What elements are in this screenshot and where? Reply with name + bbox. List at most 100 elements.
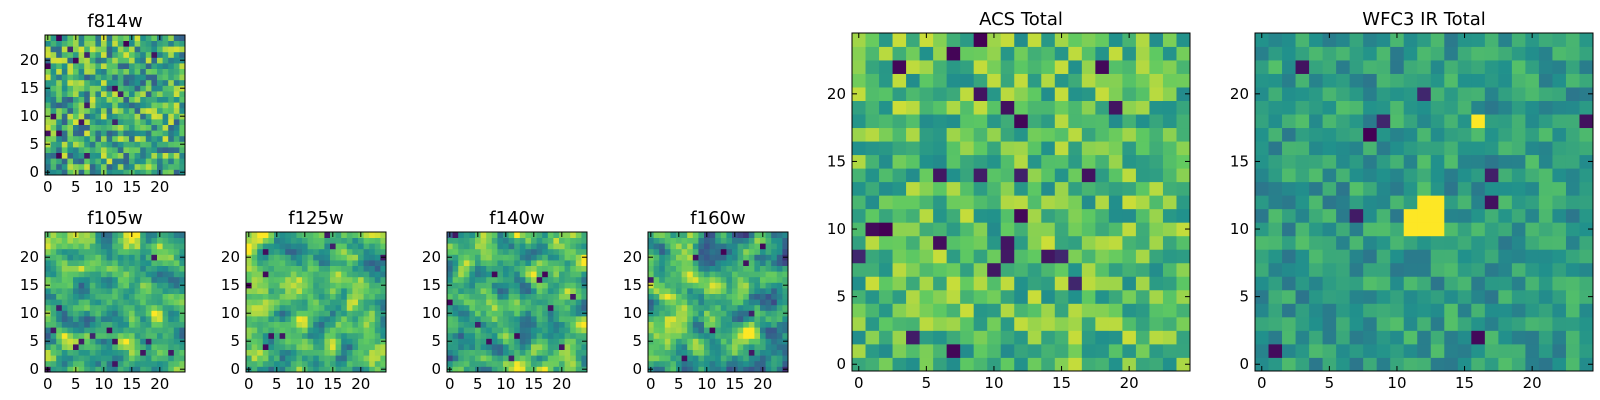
heatmap-cell	[1390, 343, 1405, 358]
heatmap-cell	[782, 355, 789, 362]
heatmap-cell	[257, 271, 264, 278]
heatmap-cell	[78, 68, 85, 75]
heatmap-cell	[279, 237, 286, 244]
heatmap-cell	[906, 154, 920, 169]
heatmap-cell	[687, 265, 694, 272]
heatmap-cell	[168, 152, 175, 159]
heatmap-cell	[771, 288, 778, 294]
heatmap-cell	[45, 51, 51, 58]
heatmap-cell	[514, 260, 521, 266]
heatmap-cell	[61, 260, 68, 266]
heatmap-cell	[973, 154, 988, 169]
heatmap-cell	[575, 260, 582, 266]
heatmap-cell	[503, 288, 509, 294]
heatmap-cell	[503, 304, 509, 311]
heatmap-cell	[743, 271, 750, 278]
heatmap-cell	[123, 366, 130, 373]
heatmap-cell	[95, 282, 102, 289]
heatmap-cell	[296, 327, 303, 334]
heatmap-cell	[151, 316, 158, 322]
heatmap-cell	[1390, 262, 1405, 277]
heatmap-cell	[274, 271, 280, 278]
heatmap-cell	[257, 316, 264, 322]
heatmap-cell	[906, 330, 920, 345]
heatmap-cell	[162, 147, 169, 153]
heatmap-cell	[1403, 208, 1418, 223]
heatmap-cell	[1122, 316, 1137, 331]
heatmap-cell	[704, 237, 710, 244]
heatmap-cell	[1376, 127, 1391, 142]
heatmap-cell	[257, 288, 264, 294]
heatmap-cell	[363, 243, 370, 250]
heatmap-cell	[1390, 357, 1405, 372]
heatmap-cell	[78, 119, 85, 125]
heatmap-cell	[1457, 195, 1472, 210]
heatmap-cell	[1268, 303, 1283, 318]
heatmap-cell	[681, 260, 688, 266]
heatmap-cell	[296, 344, 303, 350]
heatmap-cell	[140, 243, 147, 250]
heatmap-cell	[1041, 33, 1056, 47]
x-tick-label: 15	[323, 375, 342, 393]
heatmap-cell	[892, 127, 907, 142]
heatmap-cell	[1255, 87, 1269, 101]
heatmap-cell	[1430, 168, 1445, 183]
heatmap-cell	[447, 271, 453, 278]
heatmap-cell	[157, 237, 163, 244]
heatmap-cell	[89, 248, 96, 255]
x-tick-label: 20	[1120, 374, 1139, 392]
heatmap-cell	[737, 282, 744, 289]
heatmap-cell	[274, 248, 280, 255]
heatmap-cell	[709, 316, 716, 322]
heatmap-cell	[330, 299, 336, 306]
heatmap-cell	[151, 91, 158, 97]
heatmap-cell	[1552, 357, 1567, 372]
heatmap-cell	[123, 124, 130, 131]
heatmap-cell	[1027, 181, 1042, 196]
heatmap-cell	[1579, 168, 1594, 183]
heatmap-cell	[681, 282, 688, 289]
heatmap-cell	[765, 288, 772, 294]
heatmap-cell	[179, 271, 186, 278]
heatmap-cell	[268, 299, 275, 306]
heatmap-cell	[906, 222, 920, 237]
heatmap-cell	[341, 293, 348, 300]
heatmap-cell	[1282, 316, 1296, 331]
heatmap-cell	[581, 321, 588, 328]
heatmap-cell	[698, 248, 705, 255]
heatmap-cell	[117, 141, 124, 148]
panel-title: ACS Total	[979, 9, 1063, 30]
heatmap-cell	[687, 349, 694, 356]
heatmap-cell	[123, 338, 130, 345]
heatmap-cell	[157, 135, 163, 142]
heatmap-cell	[1403, 262, 1418, 277]
heatmap-cell	[648, 260, 654, 266]
heatmap-cell	[302, 327, 308, 334]
heatmap-cell	[1538, 235, 1553, 250]
heatmap-cell	[84, 85, 91, 92]
heatmap-cell	[704, 288, 710, 294]
heatmap-cell	[352, 232, 359, 238]
heatmap-cell	[101, 349, 107, 356]
heatmap-cell	[324, 349, 331, 356]
heatmap-cell	[1579, 303, 1594, 318]
heatmap-cell	[531, 299, 537, 306]
heatmap-cell	[475, 338, 481, 345]
heatmap-cell	[84, 113, 91, 120]
heatmap-cell	[324, 254, 331, 261]
heatmap-cell	[84, 51, 91, 58]
heatmap-cell	[296, 265, 303, 272]
heatmap-cell	[1081, 316, 1096, 331]
heatmap-cell	[973, 195, 988, 210]
heatmap-cell	[285, 232, 292, 238]
heatmap-cell	[1457, 330, 1472, 345]
heatmap-cell	[89, 68, 96, 75]
heatmap-cell	[743, 344, 750, 350]
heatmap-cell	[173, 293, 180, 300]
heatmap-cell	[519, 321, 526, 328]
heatmap-cell	[547, 299, 554, 306]
heatmap-cell	[575, 321, 582, 328]
heatmap-cell	[61, 254, 68, 261]
heatmap-cell	[1122, 249, 1137, 264]
heatmap-cell	[162, 119, 169, 125]
